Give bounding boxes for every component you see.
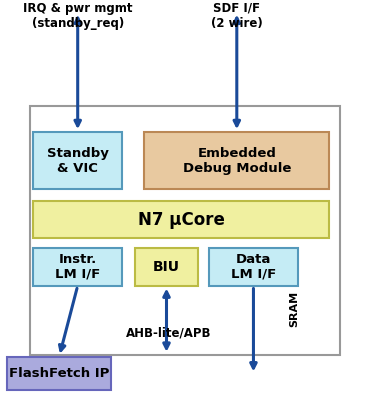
Text: N7 μCore: N7 μCore	[138, 211, 225, 229]
FancyBboxPatch shape	[7, 357, 111, 390]
Text: Data
LM I/F: Data LM I/F	[231, 253, 276, 281]
Text: SDF I/F
(2 wire): SDF I/F (2 wire)	[211, 2, 263, 30]
Text: AHB-lite/APB: AHB-lite/APB	[125, 327, 211, 339]
FancyBboxPatch shape	[135, 248, 198, 286]
Text: FlashFetch IP: FlashFetch IP	[9, 367, 110, 380]
FancyBboxPatch shape	[209, 248, 298, 286]
Text: Embedded
Debug Module: Embedded Debug Module	[183, 147, 291, 175]
FancyBboxPatch shape	[33, 132, 122, 189]
FancyBboxPatch shape	[33, 248, 122, 286]
Text: Instr.
LM I/F: Instr. LM I/F	[55, 253, 100, 281]
Text: Standby
& VIC: Standby & VIC	[47, 147, 109, 175]
Text: BIU: BIU	[153, 260, 180, 274]
FancyBboxPatch shape	[33, 201, 329, 238]
FancyBboxPatch shape	[144, 132, 329, 189]
FancyBboxPatch shape	[30, 106, 340, 355]
Text: IRQ & pwr mgmt
(standby_req): IRQ & pwr mgmt (standby_req)	[23, 2, 132, 30]
Text: SRAM: SRAM	[289, 291, 299, 327]
